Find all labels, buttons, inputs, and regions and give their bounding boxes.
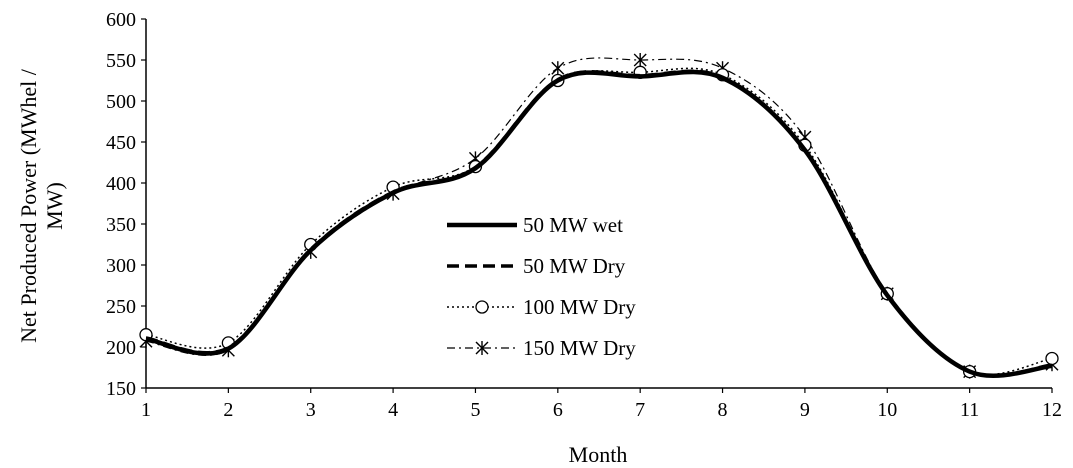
series-line: [145, 69, 1053, 378]
y-tick-label: 550: [106, 50, 136, 72]
axes: [145, 19, 1052, 389]
x-tick-label: 4: [388, 399, 398, 421]
x-tick-label: 10: [877, 399, 897, 421]
legend-entry: 50 MW Dry: [447, 254, 626, 278]
x-tick-label: 11: [960, 399, 979, 421]
y-tick-label: 150: [106, 378, 136, 400]
x-tick-label: 5: [470, 399, 480, 421]
series-layer: [139, 53, 1059, 379]
x-tick-label: 3: [306, 399, 316, 421]
legend-label: 150 MW Dry: [523, 336, 636, 360]
y-tick-label: 450: [106, 132, 136, 154]
x-axis-title: Month: [569, 442, 628, 467]
legend-label: 50 MW wet: [523, 213, 623, 237]
legend-label: 50 MW Dry: [523, 254, 626, 278]
legend-entry: 50 MW wet: [447, 213, 623, 237]
y-tick-label: 250: [106, 296, 136, 318]
y-tick-label: 200: [106, 337, 136, 359]
legend-marker: [475, 341, 489, 355]
y-tick-label: 500: [106, 91, 136, 113]
legend-entry: 150 MW Dry: [447, 336, 636, 360]
x-axis-ticks: 1 2 3 4 5 6 7 8 9 10 11 12: [141, 388, 1062, 421]
y-axis-ticks: 150 200 250 300 350 400 450 500 550 600: [106, 9, 146, 400]
legend: 50 MW wet 50 MW Dry 100 MW Dry 150 MW Dry: [447, 213, 636, 360]
y-tick-label: 350: [106, 214, 136, 236]
y-axis-title-line2: MW): [42, 182, 67, 230]
y-axis-title: Net Produced Power (MWhel / MW): [16, 68, 67, 343]
series-1: [145, 69, 1053, 378]
x-tick-label: 1: [141, 399, 151, 421]
x-tick-label: 2: [223, 399, 233, 421]
x-tick-label: 8: [718, 399, 728, 421]
legend-label: 100 MW Dry: [523, 295, 636, 319]
x-tick-label: 6: [553, 399, 563, 421]
y-axis-title-line1: Net Produced Power (MWhel /: [16, 68, 41, 343]
data-point-marker: [551, 61, 565, 76]
legend-entry: 100 MW Dry: [447, 295, 636, 319]
y-tick-label: 300: [106, 255, 136, 277]
data-point-marker: [1045, 351, 1059, 366]
x-tick-label: 12: [1042, 399, 1062, 421]
legend-marker: [475, 300, 489, 314]
x-tick-label: 7: [635, 399, 645, 421]
x-tick-label: 9: [800, 399, 810, 421]
y-tick-label: 600: [106, 9, 136, 31]
data-point-marker: [633, 53, 647, 67]
y-tick-label: 400: [106, 173, 136, 195]
